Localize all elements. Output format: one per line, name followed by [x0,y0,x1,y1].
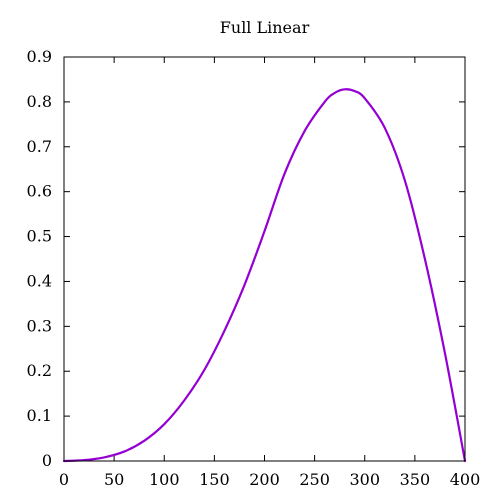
y-tick-label: 0 [42,451,52,470]
x-tick-label: 150 [199,470,230,489]
x-tick-label: 200 [249,470,280,489]
x-tick-label: 400 [450,470,481,489]
tick-labels: 0 50 100 150 200 250 300 350 400 0 0.1 0.2 0.3 0.4 0.5… [27,47,481,489]
x-tick-label: 50 [104,470,124,489]
x-tick-label: 250 [299,470,330,489]
y-tick-label: 0.7 [27,137,52,156]
y-tick-label: 0.2 [27,361,52,380]
y-tick-label: 0.8 [27,92,52,111]
x-tick-label: 300 [349,470,380,489]
y-tick-label: 0.9 [27,47,52,66]
chart-title: Full Linear [220,18,310,37]
plot-frame [64,57,465,461]
x-tick-label: 100 [149,470,180,489]
x-tick-label: 350 [400,470,431,489]
y-tick-label: 0.6 [27,182,52,201]
x-tick-label: 0 [59,470,69,489]
series-line [64,89,465,461]
y-tick-label: 0.5 [27,227,52,246]
tick-marks [64,57,465,461]
y-tick-label: 0.4 [27,271,52,290]
y-tick-label: 0.3 [27,316,52,335]
y-tick-label: 0.1 [27,406,52,425]
series-layer [64,89,465,461]
